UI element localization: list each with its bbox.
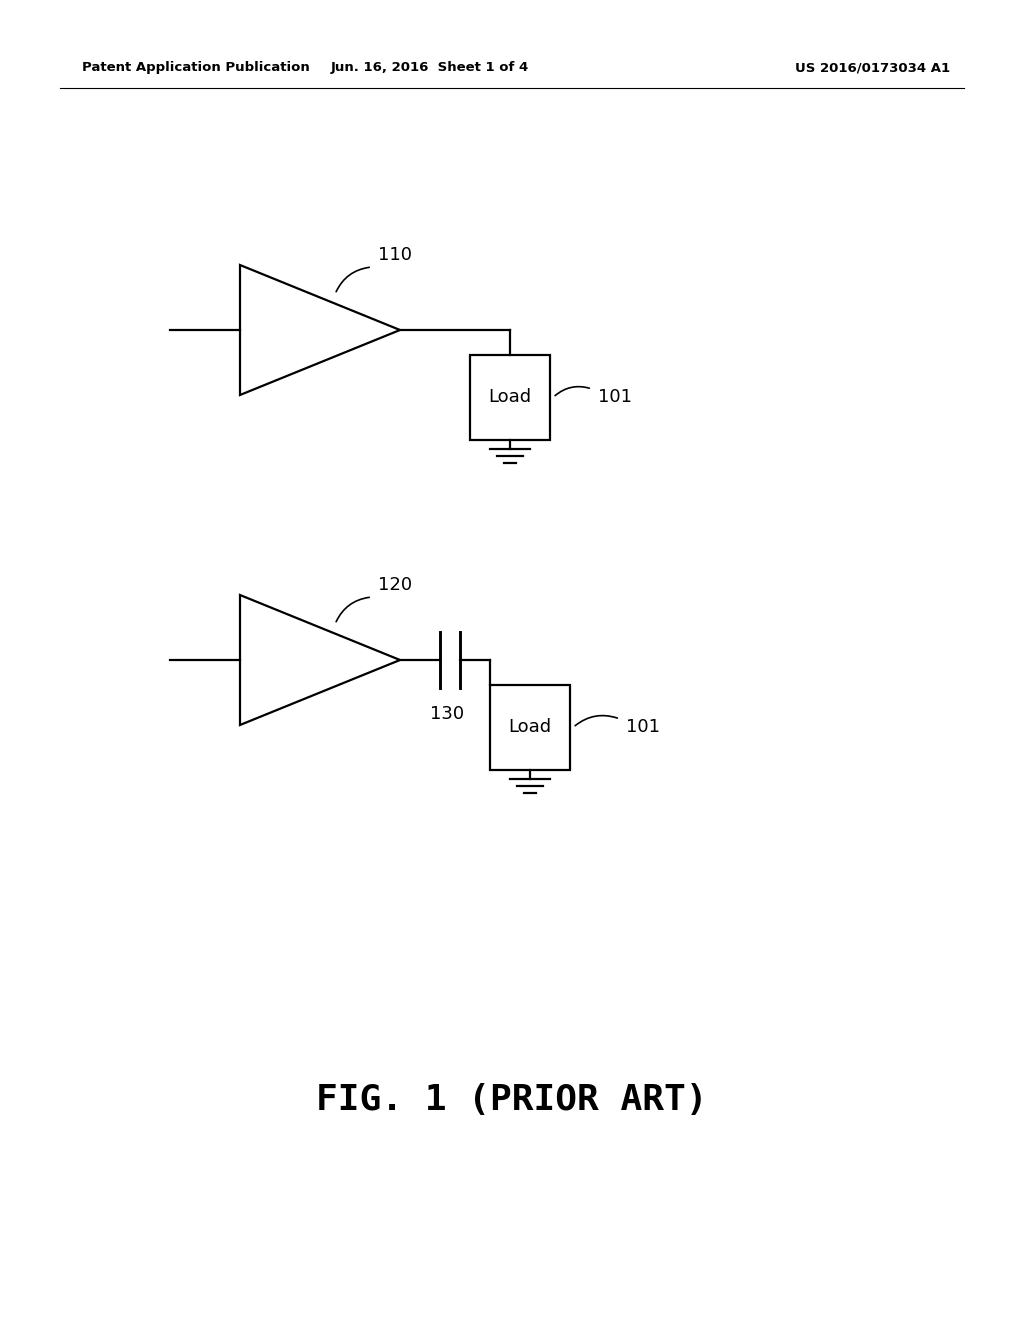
Bar <box>470 355 550 440</box>
Text: Patent Application Publication: Patent Application Publication <box>82 62 309 74</box>
Text: FIG. 1 (PRIOR ART): FIG. 1 (PRIOR ART) <box>316 1082 708 1117</box>
Text: 120: 120 <box>378 576 412 594</box>
Text: 110: 110 <box>378 246 412 264</box>
Text: 130: 130 <box>430 705 464 723</box>
Bar <box>490 685 570 770</box>
Text: 101: 101 <box>626 718 660 737</box>
Text: 101: 101 <box>598 388 632 407</box>
Text: Load: Load <box>509 718 552 737</box>
Text: Load: Load <box>488 388 531 407</box>
Text: US 2016/0173034 A1: US 2016/0173034 A1 <box>795 62 950 74</box>
Text: Jun. 16, 2016  Sheet 1 of 4: Jun. 16, 2016 Sheet 1 of 4 <box>331 62 529 74</box>
